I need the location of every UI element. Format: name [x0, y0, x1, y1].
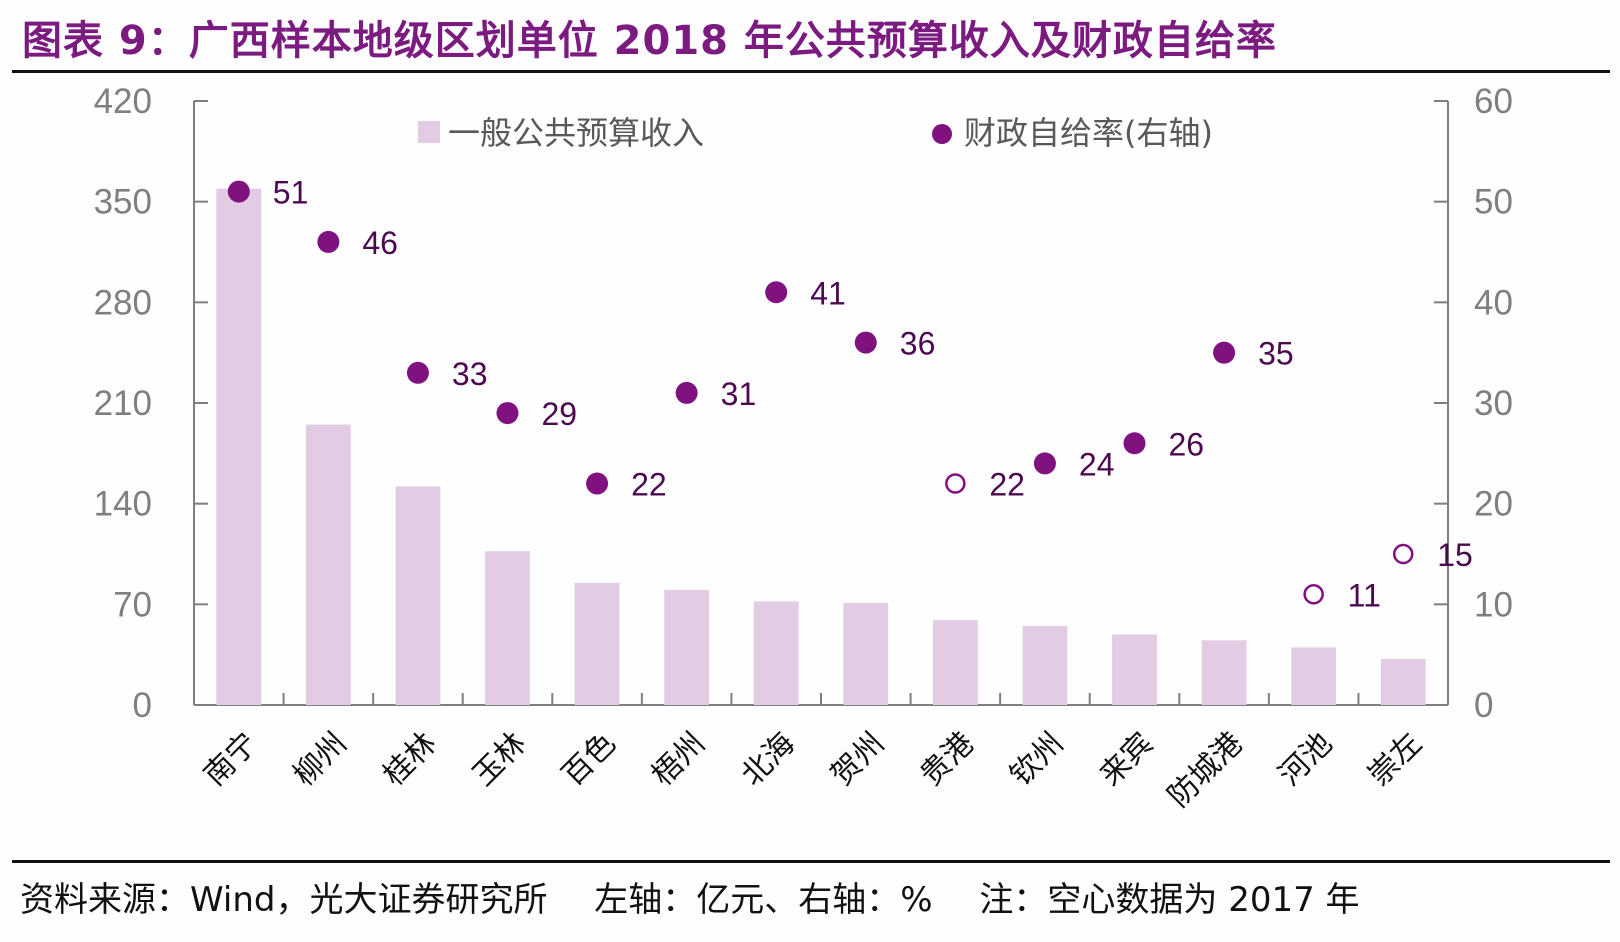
- left-axis-tick-label: 420: [94, 82, 152, 121]
- left-axis-tick-label: 210: [94, 384, 152, 423]
- bar: [305, 424, 351, 705]
- bar: [216, 188, 262, 705]
- bar: [1022, 625, 1068, 705]
- left-axis: 0 70 140 210 280 350 420: [94, 82, 1448, 725]
- point-data-label: 15: [1437, 537, 1473, 573]
- category-label: 梧州: [645, 726, 712, 793]
- point-series: 51 46 33 29 22 31 41 36 22 24 26 35 11 15: [227, 175, 1473, 613]
- category-label: 玉林: [466, 726, 533, 793]
- category-label: 北海: [735, 726, 802, 793]
- category-label: 桂林: [376, 726, 443, 793]
- point: [227, 180, 250, 203]
- right-axis-tick-label: 50: [1474, 183, 1513, 222]
- category-labels: 南宁 柳州 桂林 玉林 百色 梧州 北海 贺州 贵港 钦州 来宾 防城港 河池 崇左: [197, 726, 1429, 814]
- right-axis-tick-label: 0: [1474, 686, 1493, 725]
- legend: 一般公共预算收入 财政自给率(右轴): [418, 114, 1213, 152]
- bar: [574, 582, 620, 705]
- bar: [753, 601, 799, 705]
- bar: [1112, 634, 1157, 705]
- point-data-label: 22: [989, 467, 1025, 503]
- category-label: 防城港: [1161, 726, 1249, 814]
- point: [1033, 452, 1056, 475]
- footer-divider: [12, 860, 1610, 863]
- category-label: 贵港: [914, 726, 981, 793]
- point-hollow: [1303, 584, 1324, 605]
- category-label: 河池: [1272, 726, 1339, 793]
- category-label: 南宁: [197, 726, 264, 793]
- bar: [1291, 647, 1337, 705]
- axis-note: 左轴：亿元、右轴：%: [594, 880, 933, 920]
- point-data-label: 33: [452, 356, 488, 392]
- point-data-label: 11: [1348, 577, 1381, 613]
- point-data-label: 46: [362, 225, 398, 261]
- point: [1213, 341, 1236, 364]
- point-data-label: 22: [631, 467, 667, 503]
- legend-point-label: 财政自给率(右轴): [964, 114, 1213, 152]
- category-label: 来宾: [1093, 726, 1160, 793]
- footer-notes: 资料来源：Wind，光大证券研究所 左轴：亿元、右轴：% 注：空心数据为 201…: [20, 872, 1396, 921]
- bar: [932, 620, 978, 705]
- left-axis-tick-label: 70: [113, 585, 152, 624]
- point-data-label: 31: [721, 376, 757, 412]
- legend-point-swatch: [932, 124, 952, 144]
- category-label: 贺州: [824, 726, 891, 793]
- left-axis-tick-label: 350: [94, 183, 152, 222]
- point-hollow: [945, 473, 966, 494]
- point: [406, 361, 429, 384]
- category-label: 百色: [556, 726, 623, 793]
- right-axis-tick-label: 20: [1474, 485, 1513, 524]
- category-label: 钦州: [1003, 726, 1070, 793]
- legend-bar-swatch: [418, 121, 440, 143]
- bar-series: [216, 188, 1426, 705]
- left-axis-tick-label: 280: [94, 283, 152, 322]
- point-data-label: 24: [1079, 446, 1115, 482]
- point: [586, 472, 609, 495]
- left-axis-tick-label: 0: [133, 686, 152, 725]
- bar: [485, 551, 530, 705]
- bar: [1201, 640, 1247, 705]
- bar: [1380, 658, 1426, 705]
- bar: [664, 589, 710, 705]
- right-axis-tick-label: 40: [1474, 283, 1513, 322]
- right-axis: 0 10 20 30 40 50 60: [1434, 82, 1513, 725]
- point-data-label: 36: [900, 326, 936, 362]
- chart-title: 图表 9：广西样本地级区划单位 2018 年公共预算收入及财政自给率: [22, 18, 1277, 64]
- category-label: 崇左: [1362, 726, 1429, 793]
- source-text: 资料来源：Wind，光大证券研究所: [20, 880, 548, 920]
- point-data-label: 29: [542, 396, 578, 432]
- title-divider: [12, 70, 1610, 73]
- point-data-label: 26: [1169, 426, 1205, 462]
- legend-bar-label: 一般公共预算收入: [448, 114, 704, 152]
- point-data-label: 41: [810, 275, 846, 311]
- point: [1123, 432, 1146, 455]
- point: [317, 230, 340, 253]
- point: [854, 331, 877, 354]
- point: [496, 402, 519, 425]
- right-axis-tick-label: 60: [1474, 82, 1513, 121]
- bar: [395, 486, 441, 705]
- right-axis-tick-label: 10: [1474, 585, 1513, 624]
- point: [675, 381, 698, 404]
- point-data-label: 35: [1258, 336, 1294, 372]
- combo-chart: 0 70 140 210 280 350 420 0 10 20 30 40 50 60 51 46 33 2…: [94, 82, 1513, 814]
- point-hollow: [1392, 543, 1414, 565]
- left-axis-tick-label: 140: [94, 485, 152, 524]
- category-label: 柳州: [287, 726, 354, 793]
- point-data-label: 51: [273, 175, 309, 211]
- point: [765, 281, 788, 304]
- hollow-note: 注：空心数据为 2017 年: [979, 880, 1360, 920]
- bar: [843, 602, 889, 705]
- right-axis-tick-label: 30: [1474, 384, 1513, 423]
